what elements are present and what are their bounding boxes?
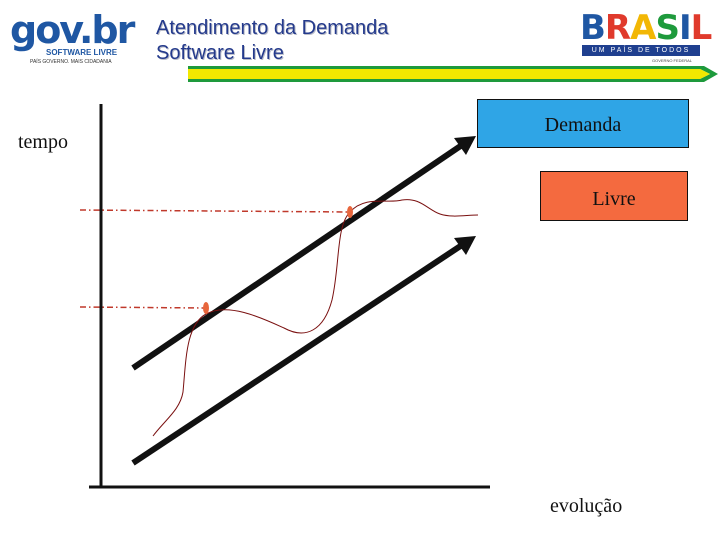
livre-box: Livre (540, 171, 688, 221)
arrow-livre-head (454, 236, 476, 255)
demanda-box: Demanda (477, 99, 689, 148)
header-arrow-bar-yellow (188, 69, 710, 79)
arrow-demanda-head (454, 136, 476, 155)
page-title-line-2: Software Livre (156, 42, 284, 64)
brasil-logo-subtitle: UM PAÍS DE TODOS (582, 45, 700, 56)
marker-upper (347, 206, 353, 218)
gov-br-logo: gov.br SOFTWARE LIVRE PAÍS GOVERNO. MAIS… (4, 8, 135, 65)
gov-br-logo-word: gov.br (10, 8, 135, 52)
gov-br-logo-slogan: PAÍS GOVERNO. MAIS CIDADANIA (30, 59, 112, 65)
arrow-demanda-shaft (131, 142, 464, 371)
livre-box-label: Livre (592, 188, 636, 210)
axis-x-label: evolução (550, 495, 623, 517)
guide-line-upper (79, 209, 351, 213)
brasil-logo: BRASIL UM PAÍS DE TODOS GOVERNO FEDERAL (578, 10, 712, 68)
brasil-logo-tagline: GOVERNO FEDERAL (652, 58, 693, 63)
arrow-livre-shaft (131, 242, 464, 466)
brasil-logo-word: BRASIL (580, 8, 712, 48)
page-title-line-1: Atendimento da Demanda (156, 17, 389, 39)
demanda-box-label: Demanda (544, 114, 622, 136)
evolution-curve (152, 199, 479, 437)
axis-y-label: tempo (18, 131, 68, 153)
page-title: Atendimento da Demanda Software Livre (156, 16, 388, 66)
guide-line-lower (79, 306, 207, 309)
header-arrow-bar-green (188, 66, 718, 82)
header-arrow-bar (188, 66, 718, 82)
marker-lower (203, 302, 209, 314)
gov-br-logo-subtitle: SOFTWARE LIVRE (46, 48, 118, 57)
